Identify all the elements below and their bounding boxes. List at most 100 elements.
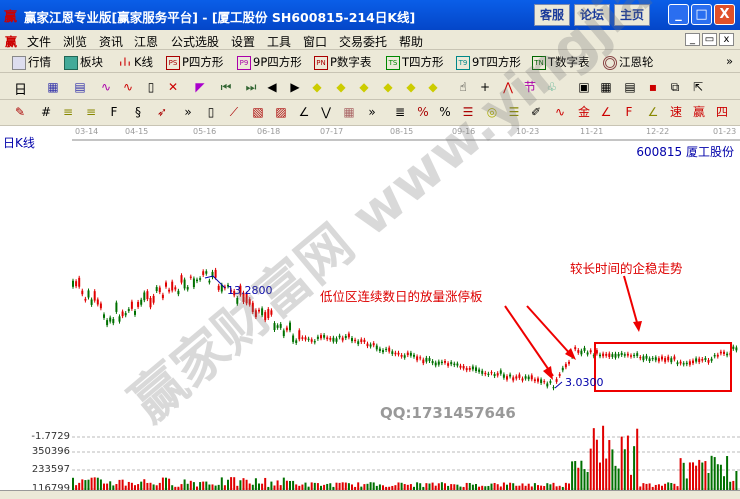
- candle-body: [146, 291, 149, 300]
- menu-trade[interactable]: 交易委托: [339, 35, 388, 49]
- 9t-square-button[interactable]: T9 9T四方形: [456, 54, 521, 70]
- 9p-square-button[interactable]: P9 9P四方形: [237, 54, 302, 70]
- calculator-icon[interactable]: ▦: [600, 80, 612, 94]
- chart-icon[interactable]: ▦: [47, 80, 59, 94]
- notes-icon[interactable]: ▤: [74, 80, 86, 94]
- menu-file[interactable]: 文件: [27, 35, 52, 49]
- diag-icon[interactable]: ▨: [275, 105, 287, 119]
- mdi-minimize[interactable]: _: [685, 33, 700, 46]
- line-icon[interactable]: ⋀: [503, 80, 513, 94]
- candle-body: [87, 290, 90, 298]
- percent-line-icon[interactable]: %: [417, 105, 429, 119]
- connect-icon[interactable]: 速: [669, 105, 682, 119]
- zoom-v-icon[interactable]: ◆: [406, 80, 416, 94]
- calendar-icon[interactable]: ▣: [578, 80, 590, 94]
- menu-settings[interactable]: 设置: [231, 35, 256, 49]
- pen2-icon[interactable]: ✐: [530, 105, 542, 119]
- sine-icon[interactable]: ∿: [554, 105, 566, 119]
- period-select[interactable]: 日: [14, 83, 28, 98]
- fan2-icon[interactable]: F: [625, 105, 633, 119]
- percent-lines-icon[interactable]: ☰: [462, 105, 474, 119]
- horizontal-scrollbar[interactable]: [0, 490, 740, 499]
- candle-body: [561, 367, 564, 371]
- gold2-icon[interactable]: ≡: [85, 105, 97, 119]
- mdi-restore[interactable]: ▭: [702, 33, 717, 46]
- fib-icon[interactable]: F: [110, 105, 118, 119]
- gold1-icon[interactable]: ≡: [62, 105, 74, 119]
- t-square-button[interactable]: TS T四方形: [386, 54, 444, 70]
- network-icon[interactable]: ⧉: [670, 80, 680, 94]
- gold-circle-icon[interactable]: ◎: [486, 105, 498, 119]
- gann-icon[interactable]: 节: [523, 80, 536, 94]
- kline-button[interactable]: ╻┃╻ K线: [118, 54, 153, 70]
- hand-icon[interactable]: ☝: [459, 80, 467, 94]
- left-icon[interactable]: ◀: [267, 80, 277, 94]
- maximize-button[interactable]: □: [691, 4, 712, 25]
- gold-tool-icon[interactable]: 金: [577, 105, 590, 119]
- shift-right-icon[interactable]: ◆: [336, 80, 346, 94]
- volume-bar: [118, 479, 121, 490]
- arrow-icon[interactable]: ➶: [156, 105, 168, 119]
- menu-help[interactable]: 帮助: [399, 35, 424, 49]
- box-icon[interactable]: ▯: [207, 105, 215, 119]
- cycle-icon[interactable]: ♧: [546, 80, 558, 94]
- crosshair-icon[interactable]: +: [479, 80, 491, 94]
- mdi-close[interactable]: x: [719, 33, 734, 46]
- pen-icon[interactable]: ✎: [14, 105, 26, 119]
- home-button[interactable]: 主页: [614, 4, 650, 26]
- report-icon[interactable]: ▤: [624, 80, 636, 94]
- gold-lines-icon[interactable]: ☰: [508, 105, 520, 119]
- shrink-h-icon[interactable]: ◆: [383, 80, 393, 94]
- menu-window[interactable]: 窗口: [303, 35, 328, 49]
- quotes-button[interactable]: 行情: [12, 54, 51, 70]
- grid-icon[interactable]: ▦: [343, 105, 355, 119]
- blocks-button[interactable]: 板块: [64, 54, 103, 70]
- ruler-icon[interactable]: ≣: [394, 105, 406, 119]
- indicator-icon[interactable]: ∿: [100, 80, 112, 94]
- menu-gann[interactable]: 江恩: [134, 35, 159, 49]
- more-icon[interactable]: »: [184, 105, 192, 119]
- quad-icon[interactable]: 四: [715, 105, 728, 119]
- shift-left-icon[interactable]: ◆: [312, 80, 322, 94]
- p-square-button[interactable]: PS P四方形: [166, 54, 223, 70]
- save-icon[interactable]: ▪: [648, 80, 658, 94]
- parallel-icon[interactable]: #: [40, 105, 52, 119]
- t-table-button[interactable]: TN T数字表: [532, 54, 590, 70]
- service-button[interactable]: 客服: [534, 4, 570, 26]
- close-button[interactable]: X: [714, 4, 735, 25]
- candle-icon[interactable]: ▯: [147, 80, 155, 94]
- angle-icon[interactable]: ∠: [298, 105, 310, 119]
- forum-button[interactable]: 论坛: [574, 4, 610, 26]
- minimize-button[interactable]: _: [668, 4, 689, 25]
- win-icon[interactable]: 赢: [692, 105, 705, 119]
- indicator9-icon[interactable]: ∿: [122, 80, 134, 94]
- p-table-button[interactable]: PN P数字表: [314, 54, 371, 70]
- zoom-h-icon[interactable]: ◆: [359, 80, 369, 94]
- menu-news[interactable]: 资讯: [99, 35, 124, 49]
- gann-wheel-button[interactable]: 江恩轮: [603, 54, 654, 70]
- square-grid-icon[interactable]: ▧: [252, 105, 264, 119]
- spiral-icon[interactable]: §: [135, 105, 141, 119]
- wave-icon[interactable]: ⋁: [321, 105, 331, 119]
- menu-browse[interactable]: 浏览: [63, 35, 88, 49]
- volume-tick: 233597: [31, 464, 70, 475]
- gold-fan-icon[interactable]: ∠: [647, 105, 659, 119]
- overlay-icon[interactable]: ✕: [167, 80, 179, 94]
- menu-formula[interactable]: 公式选股: [171, 35, 220, 49]
- more2-icon[interactable]: »: [368, 105, 376, 119]
- first-icon[interactable]: ⏮: [220, 80, 232, 94]
- exit-icon[interactable]: ⇱: [692, 80, 704, 94]
- volume-bar: [78, 482, 81, 490]
- last-icon[interactable]: ⏭: [245, 80, 257, 94]
- volume-bar: [388, 486, 391, 490]
- speed-icon[interactable]: ∠: [600, 105, 612, 119]
- right-icon[interactable]: ▶: [290, 80, 300, 94]
- fan-icon[interactable]: ⟋: [229, 105, 239, 119]
- volume-bar: [735, 470, 738, 490]
- flag-icon[interactable]: ◤: [195, 80, 205, 94]
- percent-icon[interactable]: %: [439, 105, 451, 119]
- shrink-v-icon[interactable]: ◆: [428, 80, 438, 94]
- toolbar-more[interactable]: »: [726, 54, 734, 68]
- menu-tools[interactable]: 工具: [267, 35, 292, 49]
